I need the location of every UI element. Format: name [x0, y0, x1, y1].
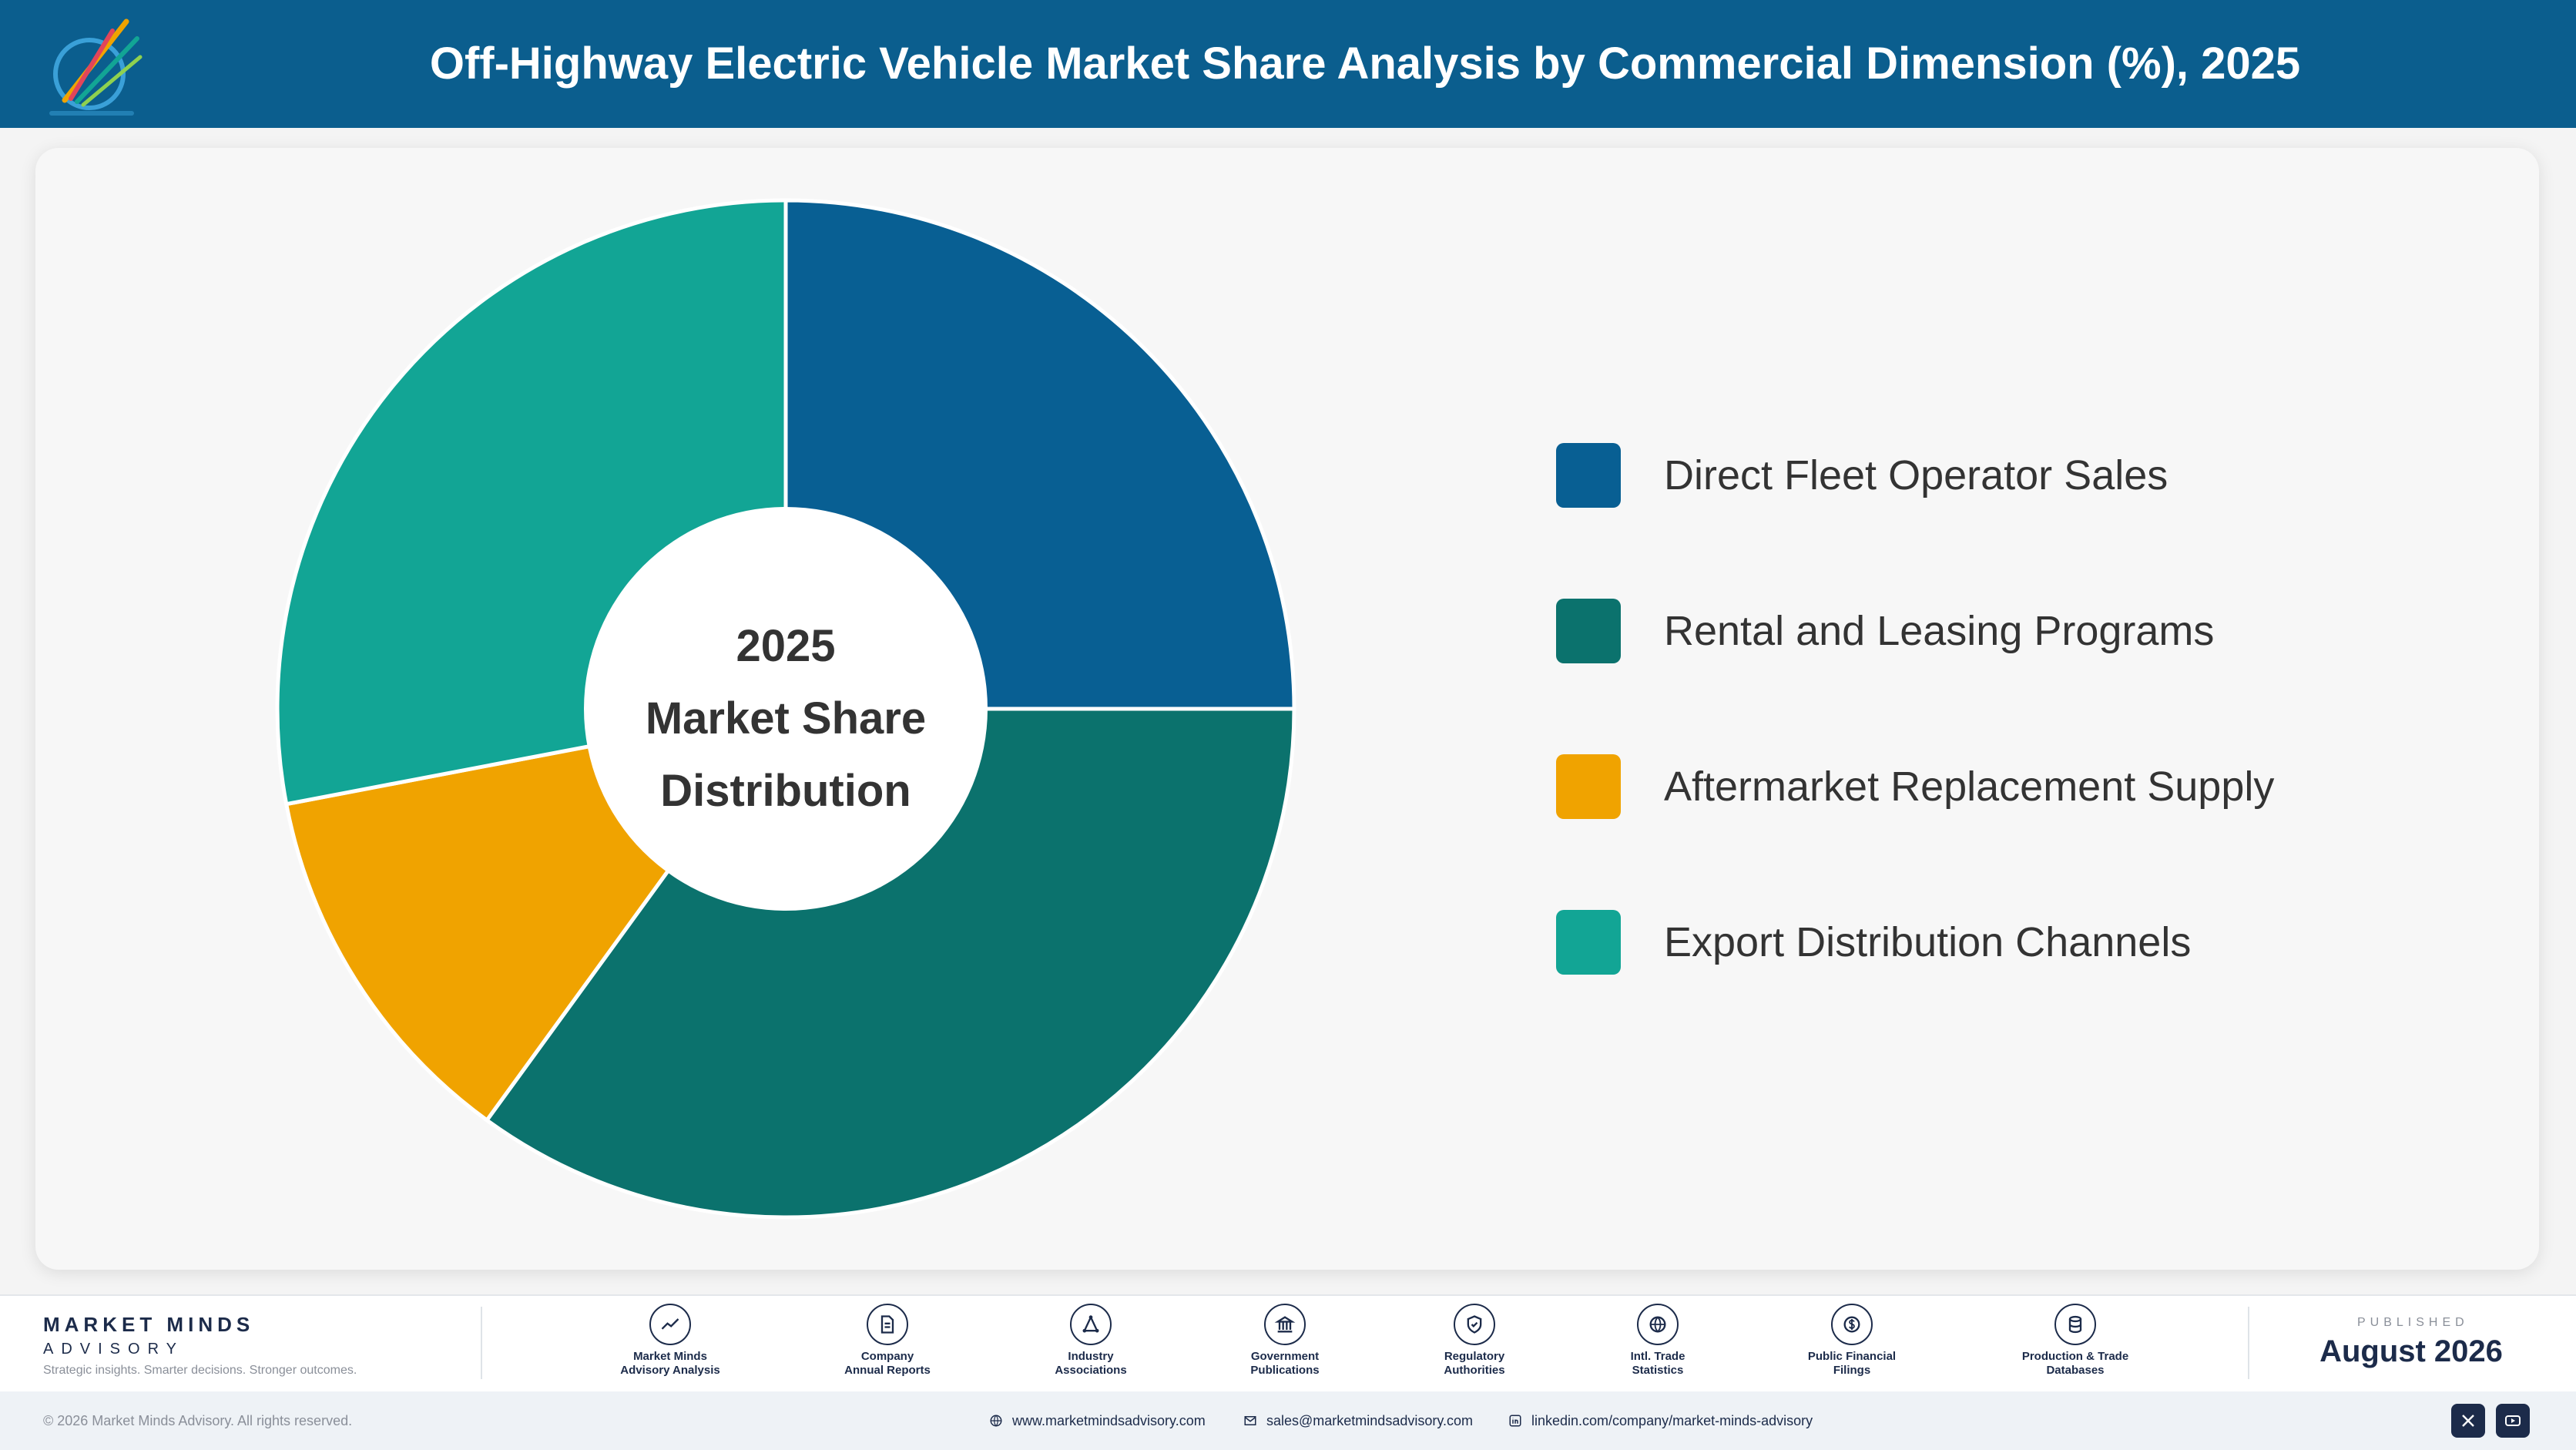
- published-date: August 2026: [2319, 1334, 2503, 1368]
- source-line1: Market Minds: [633, 1350, 707, 1363]
- center-label-market-share: Market Share: [645, 693, 927, 743]
- legend-item-export[interactable]: Export Distribution Channels: [1556, 908, 2480, 977]
- legend-item-aftermarket[interactable]: Aftermarket Replacement Supply: [1556, 752, 2480, 821]
- website-link[interactable]: www.marketmindsadvisory.com: [989, 1391, 1206, 1450]
- source-trade-statistics[interactable]: Intl. Trade Statistics: [1573, 1304, 1742, 1378]
- company-logo[interactable]: [42, 8, 149, 123]
- document-icon: [867, 1304, 908, 1345]
- brand-subtitle: ADVISORY: [43, 1341, 184, 1358]
- source-line2: Associations: [1055, 1364, 1127, 1377]
- source-market-minds[interactable]: Market Minds Advisory Analysis: [585, 1304, 755, 1378]
- bottom-bar: © 2026 Market Minds Advisory. All rights…: [0, 1391, 2576, 1450]
- logo-icon: [49, 18, 143, 116]
- linkedin-text: linkedin.com/company/market-minds-adviso…: [1531, 1413, 1813, 1428]
- trend-chart-icon: [649, 1304, 691, 1345]
- footer: MARKET MINDS ADVISORY Strategic insights…: [0, 1294, 2576, 1391]
- source-line2: Authorities: [1444, 1364, 1505, 1377]
- source-line1: Government: [1250, 1350, 1320, 1363]
- email-link[interactable]: sales@marketmindsadvisory.com: [1243, 1391, 1473, 1450]
- globe-icon: [1637, 1304, 1679, 1345]
- brand-name: MARKET MINDS: [43, 1313, 255, 1336]
- source-line2: Filings: [1833, 1364, 1871, 1377]
- legend-label: Rental and Leasing Programs: [1664, 608, 2215, 654]
- source-financial-filings[interactable]: Public Financial Filings: [1767, 1304, 1937, 1378]
- source-line2: Annual Reports: [844, 1364, 931, 1377]
- footer-divider: [2248, 1307, 2249, 1379]
- center-label-distribution: Distribution: [660, 766, 911, 816]
- x-social-button[interactable]: [2451, 1404, 2485, 1438]
- published-label: PUBLISHED: [2357, 1316, 2469, 1329]
- source-government-publications[interactable]: Government Publications: [1200, 1304, 1370, 1378]
- legend-swatch: [1556, 443, 1621, 508]
- mail-icon: [1244, 1416, 1256, 1425]
- youtube-social-button[interactable]: [2496, 1404, 2530, 1438]
- source-line2: Statistics: [1632, 1364, 1684, 1377]
- header-bar: Off-Highway Electric Vehicle Market Shar…: [0, 0, 2576, 128]
- source-line2: Advisory Analysis: [620, 1364, 720, 1377]
- source-line1: Company: [860, 1350, 914, 1363]
- website-text: www.marketmindsadvisory.com: [1012, 1413, 1206, 1428]
- legend-swatch: [1556, 910, 1621, 975]
- source-line1: Industry: [1068, 1350, 1114, 1363]
- pie-slice-rental-and-leasing-programs[interactable]: [484, 707, 1296, 1220]
- email-text: sales@marketmindsadvisory.com: [1266, 1413, 1474, 1428]
- globe-icon: [990, 1415, 1002, 1427]
- legend-label: Direct Fleet Operator Sales: [1664, 452, 2168, 498]
- source-line1: Intl. Trade: [1630, 1350, 1685, 1363]
- pie-chart: [277, 200, 1296, 1220]
- youtube-icon: [2505, 1415, 2521, 1426]
- copyright-text: © 2026 Market Minds Advisory. All rights…: [43, 1413, 353, 1428]
- page-title: Off-Highway Electric Vehicle Market Shar…: [429, 39, 2301, 89]
- network-icon: [1070, 1304, 1112, 1345]
- linkedin-link[interactable]: linkedin.com/company/market-minds-adviso…: [1508, 1391, 1813, 1450]
- source-line2: Publications: [1250, 1364, 1320, 1377]
- currency-icon: [1831, 1304, 1873, 1345]
- center-label-year: 2025: [736, 621, 836, 671]
- legend-label: Export Distribution Channels: [1664, 919, 2192, 965]
- source-line1: Public Financial: [1807, 1350, 1897, 1363]
- footer-divider: [481, 1307, 482, 1379]
- government-building-icon: [1264, 1304, 1306, 1345]
- source-industry-associations[interactable]: Industry Associations: [1006, 1304, 1176, 1378]
- shield-check-icon: [1454, 1304, 1495, 1345]
- legend-swatch: [1556, 599, 1621, 663]
- brand-tagline: Strategic insights. Smarter decisions. S…: [43, 1364, 357, 1377]
- linkedin-icon: [1509, 1415, 1521, 1427]
- legend-item-direct-fleet[interactable]: Direct Fleet Operator Sales: [1556, 441, 2480, 510]
- legend-label: Aftermarket Replacement Supply: [1664, 764, 2275, 810]
- source-line1: Production & Trade: [2021, 1350, 2129, 1363]
- x-logo-icon: [2462, 1415, 2474, 1427]
- source-company-reports[interactable]: Company Annual Reports: [803, 1304, 972, 1378]
- legend-item-rental-leasing[interactable]: Rental and Leasing Programs: [1556, 596, 2480, 666]
- database-icon: [2054, 1304, 2096, 1345]
- source-production-databases[interactable]: Production & Trade Databases: [1991, 1304, 2160, 1378]
- legend-swatch: [1556, 754, 1621, 819]
- source-line1: Regulatory: [1444, 1350, 1505, 1363]
- chart-center-hole: [584, 507, 988, 911]
- source-regulatory-authorities[interactable]: Regulatory Authorities: [1390, 1304, 1559, 1378]
- source-line2: Databases: [2046, 1364, 2105, 1377]
